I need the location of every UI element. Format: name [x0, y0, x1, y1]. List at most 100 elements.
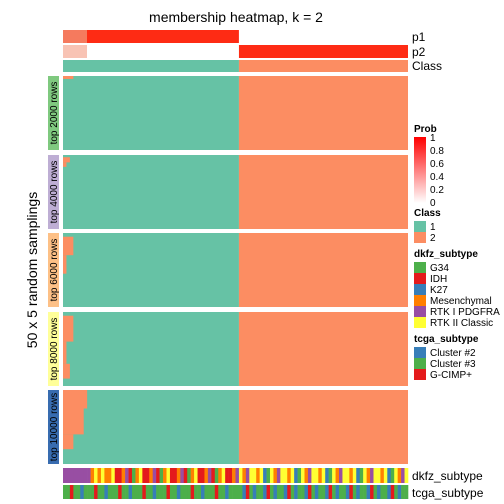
heatmap-cell [238, 390, 408, 464]
dkfz-subtype-cell [166, 468, 171, 483]
tcga-subtype-cell [190, 485, 195, 499]
dkfz-subtype-cell [290, 468, 295, 483]
tcga-subtype-cell [187, 485, 191, 499]
tcga-subtype-cell [80, 485, 84, 499]
tcga-subtype-cell [325, 485, 329, 499]
dkfz-legend-swatch [414, 262, 426, 273]
dkfz-subtype-cell [352, 468, 357, 483]
dkfz-legend-title: dkfz_subtype [414, 249, 478, 260]
p2-cell [63, 45, 239, 58]
dkfz-subtype-cell [149, 468, 153, 483]
row-group-label: top 4000 rows [49, 161, 60, 224]
p1-cell [238, 30, 408, 43]
p2-cell [63, 45, 87, 58]
bottom-annotation: dkfz_subtype tcga_subtype [63, 468, 484, 500]
row-group-bar [48, 233, 59, 307]
dkfz-subtype-cell [235, 468, 240, 483]
dkfz-legend-swatch [414, 306, 426, 317]
tcga-subtype-cell [145, 485, 150, 499]
tcga-subtype-cell [207, 485, 212, 499]
top-annotation-label: p2 [412, 45, 426, 59]
tcga-subtype-cell [228, 485, 233, 499]
tcga-subtype-cell [352, 485, 357, 499]
dkfz-subtype-cell [259, 468, 264, 483]
tcga-subtype-cell [176, 485, 181, 499]
tcga-subtype-cell [366, 485, 371, 499]
tcga-subtype-cell [273, 485, 278, 499]
heatmap-cell [63, 341, 67, 364]
dkfz-subtype-cell [128, 468, 133, 483]
tcga-subtype-cell [342, 485, 347, 499]
heatmap-cell [63, 157, 70, 163]
dkfz-subtype-cell [69, 468, 74, 483]
tcga-legend-swatch [414, 369, 426, 380]
top-annotation-label: p1 [412, 30, 426, 44]
row-group-label: top 8000 rows [49, 318, 60, 381]
tcga-subtype-cell [328, 485, 333, 499]
heatmap-cell [63, 363, 70, 379]
dkfz-subtype-cell [104, 468, 109, 483]
class-legend-swatch [414, 232, 426, 243]
tcga-subtype-cell [256, 485, 260, 499]
dkfz-subtype-cell [187, 468, 191, 483]
tcga-subtype-cell [314, 485, 319, 499]
tcga-subtype-cell [121, 485, 126, 499]
dkfz-subtype-cell [256, 468, 260, 483]
tcga-subtype-cell [376, 485, 381, 499]
dkfz-subtype-cell [218, 468, 222, 483]
dkfz-subtype-cell [169, 468, 174, 483]
tcga-subtype-cell [218, 485, 222, 499]
tcga-subtype-cell [283, 485, 288, 499]
tcga-subtype-cell [335, 485, 340, 499]
heatmap-cell [63, 76, 239, 150]
heatmap-cell [238, 312, 408, 386]
dkfz-subtype-cell [159, 468, 164, 483]
dkfz-subtype-cell [114, 468, 119, 483]
heatmap-cell [238, 233, 408, 307]
dkfz-subtype-cell [135, 468, 140, 483]
row-axis-label: 50 x 5 random samplings [24, 192, 40, 348]
tcga-subtype-cell [194, 485, 198, 499]
dkfz-subtype-cell [125, 468, 129, 483]
tcga-subtype-cell [183, 485, 188, 499]
dkfz-legend-swatch [414, 317, 426, 328]
tcga-subtype-cell [332, 485, 336, 499]
dkfz-subtype-cell [204, 468, 209, 483]
tcga-subtype-cell [107, 485, 112, 499]
heatmap-cell [63, 233, 239, 307]
dkfz-subtype-cell [380, 468, 385, 483]
dkfz-subtype-cell [156, 468, 160, 483]
dkfz-subtype-cell [397, 468, 402, 483]
class-legend-label: 1 [430, 222, 436, 233]
dkfz-subtype-cell [118, 468, 122, 483]
tcga-subtype-cell [87, 485, 91, 499]
dkfz-subtype-cell [345, 468, 350, 483]
dkfz-legend-swatch [414, 273, 426, 284]
tcga-subtype-cell [232, 485, 236, 499]
tcga-subtype-cell [318, 485, 323, 499]
dkfz-subtype-cell [152, 468, 157, 483]
dkfz-subtype-cell [401, 468, 405, 483]
tcga-subtype-cell [252, 485, 257, 499]
dkfz-subtype-cell [307, 468, 312, 483]
row-group-label: top 2000 rows [49, 82, 60, 145]
tcga-subtype-cell [125, 485, 129, 499]
heatmap-cell [238, 155, 408, 229]
prob-tick-label: 0.2 [430, 185, 444, 196]
tcga-subtype-cell [169, 485, 174, 499]
class-cell [238, 60, 408, 72]
tcga-legend-label: G-CIMP+ [430, 370, 472, 381]
dkfz-subtype-cell [190, 468, 195, 483]
heatmap-cell [63, 236, 74, 256]
tcga-subtype-cell [69, 485, 74, 499]
dkfz-subtype-cell [335, 468, 340, 483]
row-group-label: top 10000 rows [49, 393, 60, 461]
tcga-subtype-cell [259, 485, 264, 499]
row-group-bar [48, 390, 59, 464]
dkfz-subtype-cell [280, 468, 285, 483]
tcga-subtype-cell [104, 485, 109, 499]
tcga-subtype-cell [225, 485, 229, 499]
dkfz-legend-label: RTK II Classic [430, 318, 493, 329]
dkfz-subtype-cell [238, 468, 243, 483]
